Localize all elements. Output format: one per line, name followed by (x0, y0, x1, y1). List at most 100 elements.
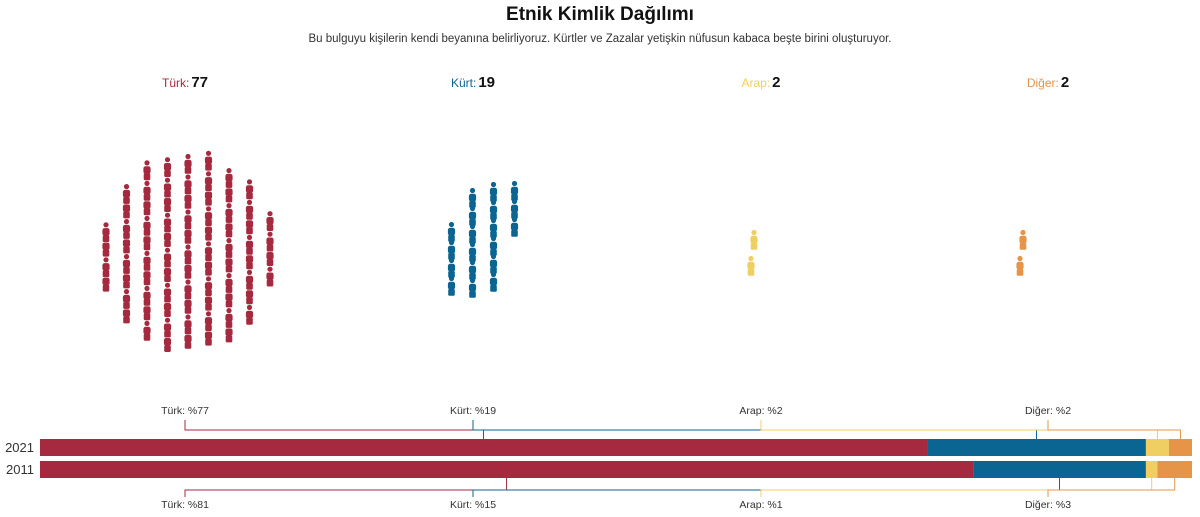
person-icon (204, 255, 213, 276)
person-icon (184, 174, 192, 195)
person-icon (489, 217, 498, 238)
bottom-label-arap: Arap: %1 (739, 499, 782, 511)
year-label-2011: 2011 (6, 462, 34, 477)
person-icon (143, 265, 151, 286)
group-label-diger: Diğer: 2 (1027, 74, 1069, 91)
person-icon (468, 205, 477, 226)
person-icon (468, 223, 477, 244)
person-icon (447, 239, 456, 260)
bar-segment-arap-2011 (1145, 461, 1158, 478)
connector-top-arap (760, 420, 1158, 439)
connector-top-diger (1047, 420, 1181, 439)
top-label-turk: Türk: %77 (161, 405, 209, 417)
person-icon (204, 325, 213, 346)
person-icon (143, 180, 151, 201)
group-name-kurt: Kürt: (450, 76, 477, 90)
person-icon (266, 266, 274, 287)
bar-segment-kurt-2011 (973, 461, 1146, 478)
person-icon (225, 168, 233, 188)
group-count-kurt: 19 (478, 74, 496, 91)
person-icon (122, 219, 131, 239)
person-icon (489, 181, 498, 202)
person-icon (468, 277, 477, 298)
chart-subtitle: Bu bulguyu kişilerin kendi beyanına beli… (308, 33, 892, 45)
person-icon (122, 184, 131, 204)
person-icon (204, 171, 213, 192)
person-icon (510, 198, 519, 219)
person-icon (489, 253, 498, 274)
person-icon (489, 199, 498, 220)
person-icon (489, 235, 498, 256)
pictogram-group-turk (102, 150, 274, 352)
group-label-arap: Arap: 2 (741, 74, 780, 91)
person-icon (468, 241, 477, 262)
group-count-diger: 2 (1060, 74, 1070, 91)
group-count-arap: 2 (772, 74, 781, 91)
person-icon (245, 304, 254, 325)
person-icon (447, 221, 456, 242)
person-icon (163, 297, 172, 317)
person-icon (102, 271, 110, 292)
person-icon (225, 252, 233, 273)
group-label-turk: Türk: 77 (162, 74, 208, 91)
person-icon (750, 229, 758, 250)
person-icon (163, 262, 172, 282)
person-icon (143, 215, 151, 236)
connector-bottom-diger (1047, 478, 1176, 497)
top-label-arap: Arap: %2 (739, 405, 782, 417)
top-label-kurt: Kürt: %19 (450, 405, 496, 417)
person-icon (225, 322, 233, 343)
bar-segment-turk-2011 (40, 461, 974, 478)
person-icon (245, 179, 254, 200)
person-icon (102, 222, 110, 243)
connector-bottom-arap (760, 478, 1153, 497)
group-name-turk: Türk: (161, 76, 190, 90)
person-icon (510, 216, 519, 237)
person-pictogram (102, 150, 1027, 352)
person-icon (225, 203, 233, 223)
person-icon (447, 275, 456, 296)
person-icon (163, 212, 172, 233)
group-name-diger: Diğer: (1026, 76, 1059, 90)
person-icon (163, 157, 172, 177)
person-icon (184, 209, 192, 230)
bottom-label-kurt: Kürt: %15 (450, 499, 496, 511)
year-label-2021: 2021 (5, 440, 34, 455)
bar-segment-kurt-2021 (927, 439, 1146, 456)
person-icon (204, 150, 213, 171)
person-icon (184, 293, 192, 314)
person-icon (447, 257, 456, 278)
person-icon (747, 255, 755, 276)
bar-segment-turk-2021 (40, 439, 928, 456)
person-icon (489, 271, 498, 292)
group-label-kurt: Kürt: 19 (451, 74, 495, 91)
person-icon (122, 268, 131, 289)
person-icon (245, 284, 254, 305)
person-icon (1019, 229, 1027, 250)
connector-bottom-turk (184, 478, 508, 497)
connector-top-kurt (472, 420, 1037, 439)
person-icon (143, 160, 151, 181)
person-icon (184, 328, 192, 349)
person-icon (266, 211, 274, 231)
person-icon (204, 290, 213, 311)
bar-segment-diger-2021 (1168, 439, 1192, 456)
group-count-turk: 77 (191, 74, 209, 91)
bar-segment-arap-2021 (1145, 439, 1169, 456)
person-icon (184, 153, 192, 174)
top-label-diger: Diğer: %2 (1025, 405, 1071, 417)
chart-title: Etnik Kimlik Dağılımı (506, 4, 694, 25)
person-icon (266, 231, 274, 252)
person-icon (245, 249, 254, 270)
person-icon (122, 254, 131, 274)
person-icon (143, 300, 151, 321)
bar-segment-diger-2011 (1157, 461, 1192, 478)
person-icon (245, 199, 254, 220)
person-icon (122, 303, 131, 324)
person-icon (468, 187, 477, 208)
pictogram-group-kurt (447, 180, 519, 298)
person-icon (204, 206, 213, 227)
pictogram-group-arap (747, 229, 758, 276)
connector-bottom-kurt (472, 478, 1061, 497)
